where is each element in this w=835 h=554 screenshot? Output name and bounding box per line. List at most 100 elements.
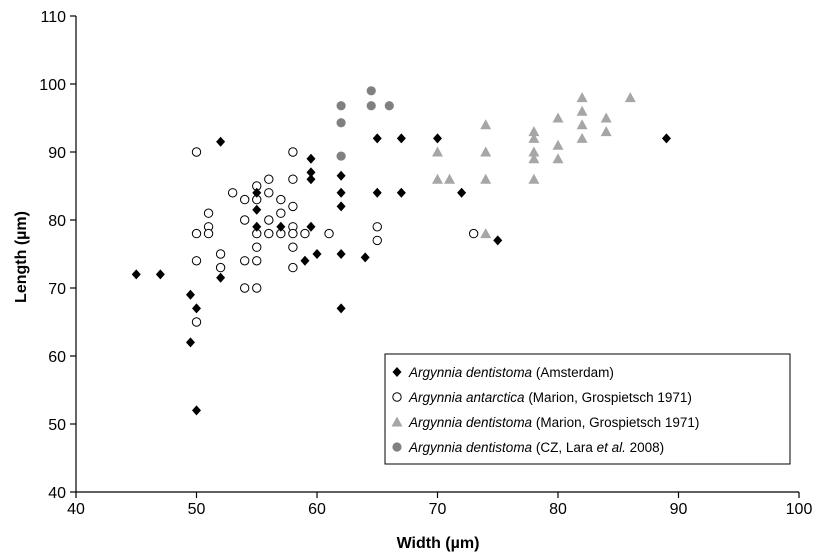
data-point xyxy=(396,133,406,144)
data-point xyxy=(480,228,492,239)
data-point xyxy=(131,269,141,280)
data-point xyxy=(576,119,588,130)
data-point xyxy=(372,187,382,198)
data-point xyxy=(240,215,250,225)
data-point xyxy=(252,204,262,215)
data-point xyxy=(240,283,250,293)
data-point xyxy=(155,269,165,280)
data-point xyxy=(624,92,636,103)
data-point xyxy=(576,132,588,143)
legend-label: Argynnia dentistoma (Amsterdam) xyxy=(408,365,614,380)
data-point xyxy=(366,101,376,111)
y-axis-title: Length (µm) xyxy=(13,211,30,303)
y-tick-label: 50 xyxy=(48,417,66,434)
data-point xyxy=(306,174,316,185)
data-point xyxy=(336,151,346,161)
data-point xyxy=(276,194,286,205)
y-tick-label: 70 xyxy=(48,281,66,298)
data-point xyxy=(372,222,382,232)
data-point xyxy=(288,174,298,184)
data-point xyxy=(661,133,671,144)
data-point xyxy=(528,153,540,164)
data-point xyxy=(336,118,346,128)
legend-item: Argynnia antarctica (Marion, Grospietsch… xyxy=(392,390,692,405)
y-tick-label: 60 xyxy=(48,349,66,366)
data-point xyxy=(300,228,310,239)
data-point xyxy=(192,405,201,416)
data-point xyxy=(288,242,298,252)
data-point xyxy=(252,221,262,232)
data-point xyxy=(306,221,316,232)
legend: Argynnia dentistoma (Amsterdam) Argynnia … xyxy=(384,353,791,465)
legend-label: Argynnia antarctica (Marion, Grospietsch… xyxy=(408,390,692,405)
legend-marker xyxy=(392,392,402,402)
data-point xyxy=(306,153,316,164)
data-point xyxy=(252,242,262,252)
data-point xyxy=(396,187,406,198)
x-tick-label: 70 xyxy=(429,501,447,518)
data-point xyxy=(600,126,612,137)
series-2 xyxy=(191,147,479,327)
y-tick-label: 40 xyxy=(48,485,66,502)
y-tick-label: 110 xyxy=(40,9,66,26)
legend-item: Argynnia dentistoma (Amsterdam) xyxy=(392,365,614,380)
data-point xyxy=(576,92,588,103)
data-point xyxy=(215,249,226,259)
data-point xyxy=(432,146,443,157)
legend-item: Argynnia dentistoma (Marion, Grospietsch… xyxy=(391,415,699,430)
legend-box xyxy=(384,353,791,465)
data-point xyxy=(191,228,202,239)
legend-marker xyxy=(391,416,403,427)
data-point xyxy=(336,303,346,314)
data-point xyxy=(552,139,564,150)
data-point xyxy=(288,147,298,157)
data-point xyxy=(336,187,346,198)
data-point xyxy=(324,228,334,239)
legend-marker xyxy=(392,442,402,452)
data-point xyxy=(240,194,250,205)
data-point xyxy=(432,173,443,184)
legend-label: Argynnia dentistoma (CZ, Lara et al. 200… xyxy=(408,440,664,455)
data-point xyxy=(372,235,382,246)
data-point xyxy=(480,146,492,157)
y-tick-label: 100 xyxy=(39,77,66,94)
x-tick-label: 80 xyxy=(549,501,567,518)
data-point xyxy=(312,249,322,259)
data-point xyxy=(191,317,202,327)
x-tick-label: 100 xyxy=(786,501,813,518)
data-point xyxy=(264,215,274,225)
data-point xyxy=(252,256,262,266)
data-point xyxy=(576,105,588,116)
data-point xyxy=(552,153,564,164)
data-point xyxy=(264,174,274,184)
data-point xyxy=(480,173,492,184)
data-point xyxy=(191,256,202,266)
x-tick-label: 60 xyxy=(308,501,326,518)
data-point xyxy=(288,228,298,239)
data-point xyxy=(336,101,346,111)
data-point xyxy=(528,126,540,137)
legend-label: Argynnia dentistoma (Marion, Grospietsch… xyxy=(408,415,699,430)
data-point xyxy=(336,170,346,181)
data-point xyxy=(552,112,564,123)
data-point xyxy=(288,262,298,273)
data-point xyxy=(444,173,456,184)
data-points xyxy=(131,86,671,416)
data-point xyxy=(288,201,298,212)
data-point xyxy=(252,283,262,293)
series-4 xyxy=(336,86,394,161)
x-tick-label: 90 xyxy=(670,501,688,518)
y-tick-label: 80 xyxy=(48,213,66,230)
x-tick-label: 50 xyxy=(188,501,206,518)
data-point xyxy=(191,147,202,157)
data-point xyxy=(336,249,346,259)
data-point xyxy=(300,255,310,266)
axes: 40 50 60 70 80 90 100 40 50 60 70 80 90 100 110 xyxy=(39,9,812,518)
x-tick-label: 40 xyxy=(67,501,85,518)
data-point xyxy=(203,228,214,239)
data-point xyxy=(480,119,492,130)
y-tick-label: 90 xyxy=(48,145,66,162)
data-point xyxy=(306,167,316,178)
data-point xyxy=(240,256,250,266)
